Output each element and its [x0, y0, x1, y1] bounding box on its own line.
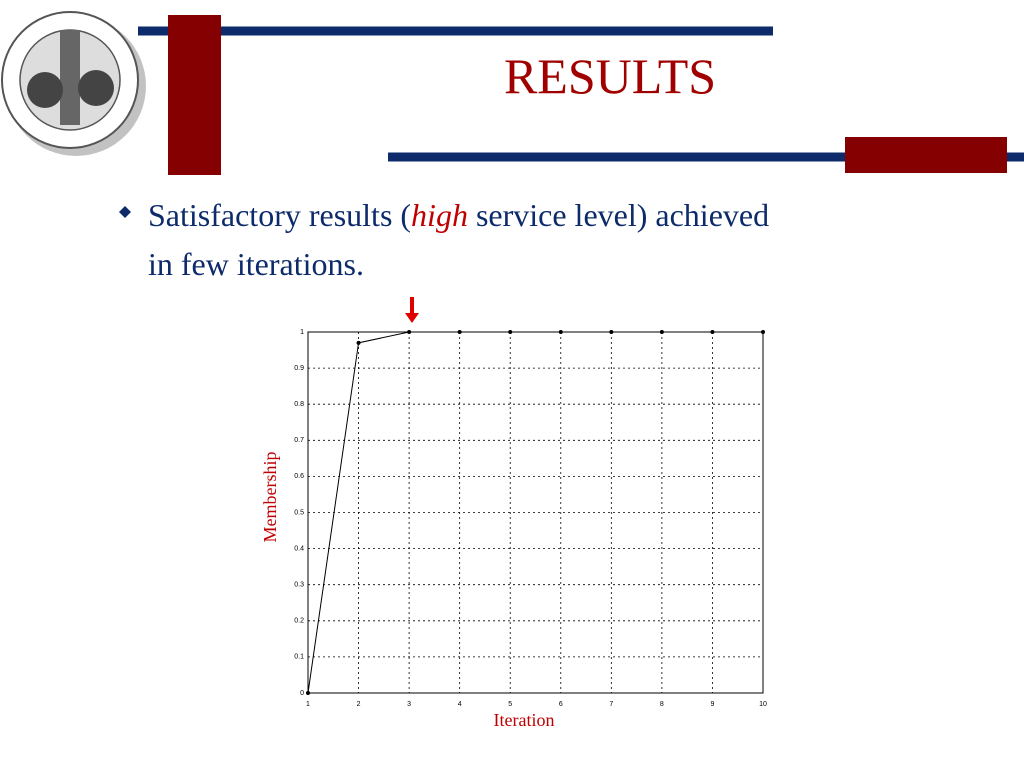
bullet-part: Satisfactory results (: [148, 197, 411, 233]
point-marker: [609, 330, 614, 334]
x-tick-label: 4: [458, 701, 462, 708]
point-marker: [407, 330, 412, 334]
slide-title: RESULTS: [504, 48, 716, 104]
point-marker: [356, 340, 361, 345]
point-marker: [558, 330, 563, 334]
y-tick-label: 0.7: [294, 437, 304, 444]
bullet-emphasis: high: [411, 197, 468, 233]
point-marker: [659, 330, 664, 334]
y-tick-label: 0.8: [294, 401, 304, 408]
x-tick-label: 6: [559, 701, 563, 708]
y-tick-label: 0.3: [294, 582, 304, 589]
x-tick-label: 10: [759, 701, 767, 708]
y-tick-label: 0.5: [294, 509, 304, 516]
point-marker: [457, 330, 462, 334]
logo: [1, 11, 146, 156]
red-bar: [168, 15, 221, 175]
red-block: [845, 137, 1007, 173]
point-marker: [508, 330, 513, 334]
y-tick-label: 1: [300, 329, 304, 336]
y-tick-label: 0.9: [294, 365, 304, 372]
x-tick-label: 8: [660, 701, 664, 708]
y-axis-label: Membership: [260, 452, 280, 543]
y-tick-label: 0.6: [294, 473, 304, 480]
bullet-part: service level) achieved: [468, 197, 769, 233]
bullet-text: in few iterations.: [148, 246, 364, 282]
x-axis-label: Iteration: [494, 710, 555, 730]
bullet-text: Satisfactory results (high service level…: [148, 197, 769, 233]
x-tick-label: 7: [609, 701, 613, 708]
bullet-icon: [119, 206, 131, 218]
y-tick-label: 0.4: [294, 545, 304, 552]
point-marker: [761, 330, 765, 334]
y-tick-label: 0: [300, 690, 304, 697]
y-tick-label: 0.1: [294, 654, 304, 661]
x-tick-label: 3: [407, 701, 411, 708]
x-tick-label: 1: [306, 701, 310, 708]
x-tick-label: 9: [710, 701, 714, 708]
point-marker: [710, 330, 715, 334]
arrow: [405, 297, 419, 323]
series-line: [307, 331, 763, 694]
x-tick-label: 5: [508, 701, 512, 708]
y-tick-label: 0.2: [294, 618, 304, 625]
x-tick-label: 2: [357, 701, 361, 708]
point-marker: [306, 691, 310, 695]
